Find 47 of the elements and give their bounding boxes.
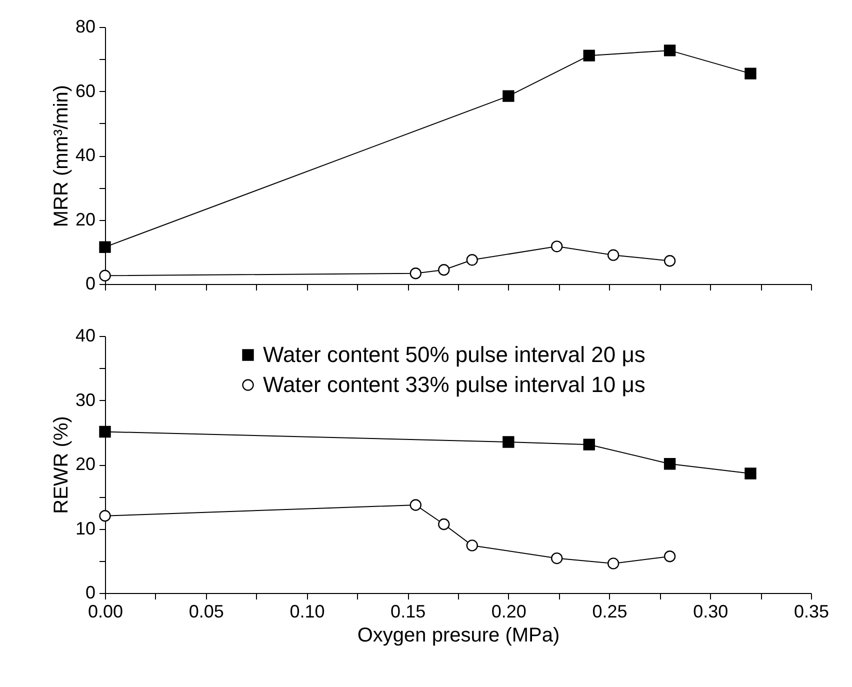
point bbox=[664, 458, 676, 470]
y-tick-label: 0 bbox=[85, 582, 96, 602]
point bbox=[410, 268, 422, 280]
y-axis-title: MRR (mm³/min) bbox=[50, 84, 72, 228]
x-tick-label: 0.20 bbox=[491, 602, 526, 622]
point bbox=[550, 240, 563, 252]
point bbox=[466, 254, 478, 266]
point bbox=[744, 68, 756, 80]
x-tick-label: 0.15 bbox=[390, 602, 426, 622]
point bbox=[664, 255, 676, 267]
point bbox=[502, 90, 514, 102]
point bbox=[664, 550, 676, 562]
point bbox=[99, 270, 111, 282]
x-tick-label: 0.05 bbox=[188, 602, 224, 622]
y-axis-title: REWR (%) bbox=[50, 416, 72, 514]
x-axis-title: Oxygen presure (MPa) bbox=[357, 624, 560, 646]
y-tick-label: 60 bbox=[75, 80, 96, 101]
y-tick-label: 80 bbox=[75, 16, 96, 36]
x-tick-label: 0.35 bbox=[794, 602, 830, 622]
y-tick-label: 20 bbox=[75, 454, 96, 474]
point bbox=[744, 468, 756, 480]
x-tick-label: 0.30 bbox=[693, 602, 728, 622]
point bbox=[99, 510, 111, 522]
point bbox=[583, 50, 595, 62]
x-tick-label: 0.00 bbox=[88, 602, 124, 622]
point bbox=[99, 241, 111, 253]
x-tick-label: 0.10 bbox=[290, 602, 325, 622]
y-tick-label: 40 bbox=[75, 326, 96, 346]
y-tick-label: 40 bbox=[75, 145, 96, 165]
point bbox=[99, 426, 111, 438]
point bbox=[502, 436, 514, 448]
point bbox=[583, 438, 595, 450]
point bbox=[664, 44, 676, 56]
y-tick-label: 0 bbox=[85, 274, 96, 294]
legend-label: Water content 33% pulse interval 10 μs bbox=[263, 372, 646, 397]
point bbox=[607, 249, 620, 261]
legend-label: Water content 50% pulse interval 20 μs bbox=[263, 342, 646, 367]
point bbox=[607, 558, 620, 570]
point bbox=[438, 264, 450, 276]
point bbox=[410, 499, 422, 511]
y-tick-label: 10 bbox=[75, 518, 96, 538]
point bbox=[466, 540, 478, 552]
x-tick-label: 0.25 bbox=[592, 602, 628, 622]
y-tick-label: 20 bbox=[75, 209, 96, 230]
point bbox=[550, 552, 563, 564]
y-tick-label: 30 bbox=[75, 390, 96, 410]
point bbox=[438, 518, 450, 530]
